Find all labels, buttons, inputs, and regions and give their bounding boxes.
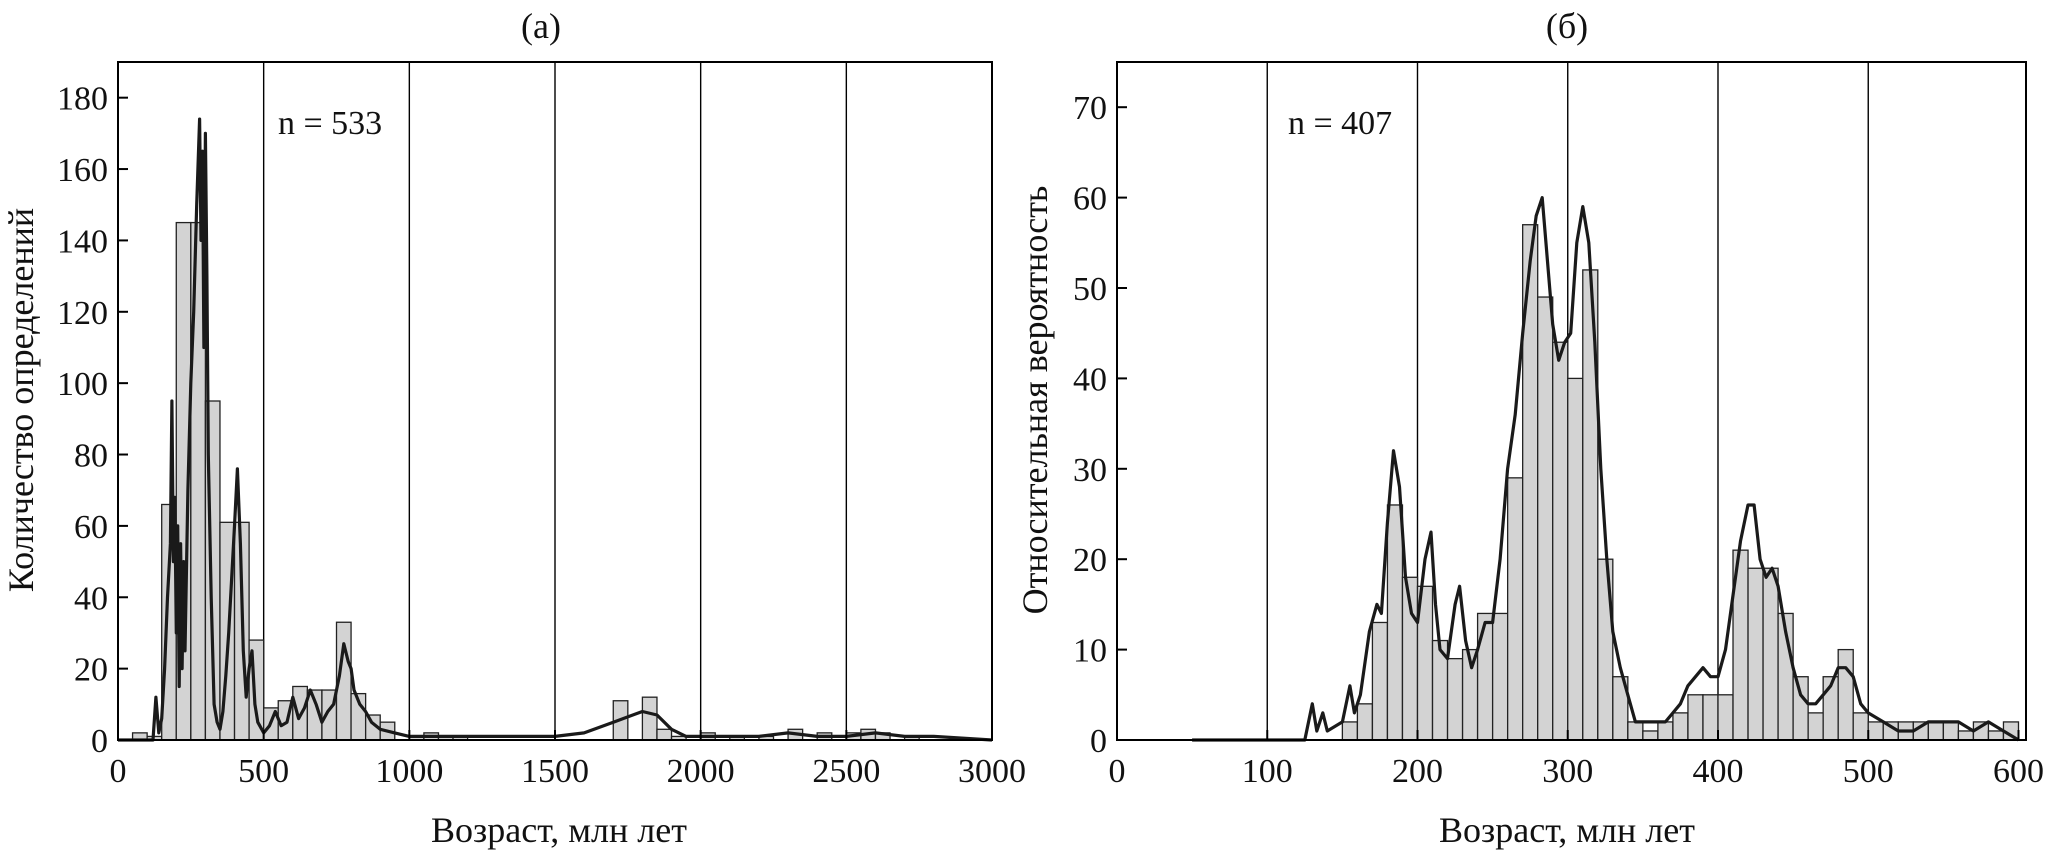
panel-a-y-tick-label: 140 — [57, 223, 108, 260]
panel-a-x-tick-label: 3000 — [958, 753, 1026, 790]
panel-a-y-tick-label: 100 — [57, 366, 108, 403]
panel-a-histogram-bar — [641, 696, 658, 741]
panel-b-y-tick-label: 30 — [1073, 452, 1107, 489]
panel-a-x-tick-label: 0 — [110, 753, 127, 790]
panel-b-histogram-bar — [1491, 612, 1509, 741]
panel-b-histogram-bar — [1957, 730, 1975, 741]
panel-b-histogram-bar — [1642, 730, 1659, 741]
panel-a-x-tick-label: 2000 — [667, 753, 735, 790]
panel-b-x-tick-label: 300 — [1542, 753, 1593, 790]
panel-b-x-tick-label: 400 — [1692, 753, 1743, 790]
panel-b-bars — [1341, 224, 2020, 741]
panel-a-y-tick-label: 180 — [57, 81, 108, 118]
panel-b-histogram-bar — [1672, 712, 1689, 741]
panel-a-grid — [262, 62, 848, 740]
panel-b-x-axis-title: Возраст, млн лет — [1439, 810, 1695, 850]
panel-a-x-tick-label: 500 — [238, 753, 289, 790]
panel-a-x-tick-label: 1000 — [375, 753, 443, 790]
panel-b-y-tick-label: 20 — [1073, 542, 1107, 579]
panel-b-y-tick-label: 40 — [1073, 361, 1107, 398]
panel-b-histogram-bar — [1837, 648, 1854, 741]
panel-b-histogram-bar — [1476, 612, 1494, 741]
panel-b-histogram-bar — [1356, 703, 1374, 741]
panel-a: (а) 0 500 1000 1500 2000 2500 3000 0 20 40 60 80 100… — [1, 6, 1026, 850]
panel-b-y-tick-label: 0 — [1090, 723, 1107, 760]
panel-b-frame — [1116, 61, 2027, 741]
panel-b-y-tick-label: 70 — [1073, 90, 1107, 127]
panel-b-histogram-bar — [1552, 341, 1569, 741]
panel-b-y-tick-label: 60 — [1073, 181, 1107, 218]
panel-b-histogram-bar — [1537, 296, 1554, 741]
panel-b-histogram-bar — [1807, 712, 1824, 741]
panel-b-histogram-bar — [1702, 694, 1719, 741]
panel-a-y-tick-label: 20 — [74, 652, 108, 689]
panel-b-y-axis-title: Относительная вероятность — [1015, 186, 1055, 615]
panel-b-x-tick-label: 100 — [1242, 753, 1293, 790]
panel-b-histogram-bar — [1852, 712, 1869, 741]
panel-a-x-tick-label: 1500 — [521, 753, 589, 790]
panel-b-histogram-bar — [1371, 621, 1389, 741]
panel-b-histogram-bar — [1717, 694, 1734, 741]
panel-b-histogram-bar — [1687, 694, 1704, 741]
panel-b-histogram-bar — [1567, 377, 1584, 741]
panel-b-x-tick-label: 200 — [1392, 753, 1443, 790]
panel-b-histogram-bar — [1341, 721, 1359, 741]
panel-b-density-curve — [1192, 196, 2020, 742]
panel-b: (б) 0 100 200 300 400 500 600 0 10 20 30 40 50 60 70 n… — [1015, 6, 2044, 850]
panel-b-histogram-bar — [1627, 721, 1644, 741]
panel-a-y-tick-label: 80 — [74, 438, 108, 475]
panel-a-y-tick-label: 40 — [74, 580, 108, 617]
panel-a-histogram-bar — [656, 728, 673, 741]
panel-a-y-tick-label: 60 — [74, 509, 108, 546]
panel-b-ticks: 0 100 200 300 400 500 600 0 10 20 30 40 50 60 70 — [1073, 90, 2044, 790]
panel-b-label: (б) — [1546, 6, 1588, 46]
panel-b-histogram-bar — [1927, 721, 1945, 741]
panel-b-x-tick-label: 500 — [1843, 753, 1894, 790]
panel-a-ticks: 0 500 1000 1500 2000 2500 3000 0 20 40 60 80 100 120 1… — [57, 81, 1026, 790]
panel-a-y-axis-title: Количество определений — [1, 208, 41, 592]
panel-b-histogram-bar — [1747, 567, 1764, 741]
panel-a-y-tick-label: 120 — [57, 295, 108, 332]
panel-a-n-label: n = 533 — [278, 105, 382, 142]
panel-b-x-tick-label: 600 — [1993, 753, 2044, 790]
panel-a-label: (а) — [521, 6, 561, 46]
panel-b-y-tick-label: 50 — [1073, 271, 1107, 308]
panel-b-histogram-bar — [1987, 730, 2005, 741]
panel-a-y-tick-label: 160 — [57, 152, 108, 189]
panel-b-histogram-bar — [1867, 721, 1884, 741]
panel-b-histogram-bar — [1506, 477, 1524, 741]
panel-b-histogram-bar — [1386, 504, 1404, 741]
panel-a-x-tick-label: 2500 — [812, 753, 880, 790]
panel-b-histogram-bar — [1762, 567, 1779, 741]
panel-a-y-tick-label: 0 — [91, 723, 108, 760]
panel-b-histogram-bar — [1792, 676, 1809, 741]
panel-a-x-axis-title: Возраст, млн лет — [431, 810, 687, 850]
panel-a-density-curve — [118, 117, 993, 742]
panel-b-histogram-bar — [1657, 721, 1674, 741]
panel-b-y-tick-label: 10 — [1073, 633, 1107, 670]
panel-b-histogram-bar — [1942, 721, 1960, 741]
panel-b-x-tick-label: 0 — [1109, 753, 1126, 790]
panel-b-n-label: n = 407 — [1288, 105, 1392, 142]
panel-b-histogram-bar — [1446, 657, 1464, 741]
